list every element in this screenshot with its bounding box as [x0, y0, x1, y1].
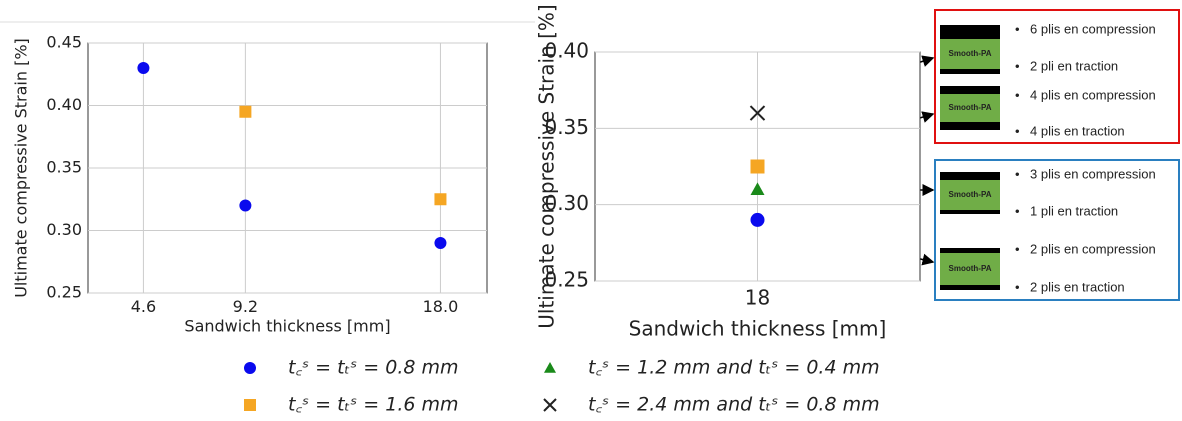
- y-tick-label: 0.30: [46, 220, 82, 239]
- point: [239, 105, 252, 118]
- legend-label: t꜀ˢ = 2.4 mm and tₜˢ = 0.8 mm: [588, 394, 880, 416]
- svg-text:•: •: [1015, 123, 1020, 138]
- x-axis-label: Sandwich thickness [mm]: [629, 317, 887, 341]
- annotation-text: 1 pli en traction: [1030, 203, 1118, 218]
- bullets: • • • • • • • •: [1015, 21, 1020, 294]
- annotation-text: 6 plis en compression: [1030, 21, 1156, 36]
- point: [239, 199, 252, 212]
- svg-text:•: •: [1015, 241, 1020, 256]
- y-tick-label: 0.40: [46, 95, 82, 114]
- annotation-text: 2 pli en traction: [1030, 58, 1118, 73]
- point: [749, 105, 766, 121]
- svg-text:•: •: [1015, 166, 1020, 181]
- point: [137, 62, 150, 74]
- y-axis-label: Ultimate compressive Strain [%]: [535, 4, 559, 328]
- legend-marker: [244, 362, 256, 374]
- legend-label: t꜀ˢ = tₜˢ = 0.8 mm: [288, 357, 459, 379]
- point: [750, 159, 765, 174]
- x-axis-label: Sandwich thickness [mm]: [184, 317, 390, 336]
- layup-diagram: [940, 25, 1000, 290]
- y-tick-label: 0.40: [544, 39, 589, 63]
- y-axis-label: Ultimate compressive Strain [%]: [12, 38, 31, 298]
- svg-text:•: •: [1015, 279, 1020, 294]
- legend-marker: [544, 362, 556, 373]
- y-tick-label: 0.25: [46, 283, 82, 302]
- y-tick-label: 0.35: [46, 158, 82, 177]
- diagram-label: Smooth-PA: [949, 49, 992, 58]
- legend-label: t꜀ˢ = tₜˢ = 1.6 mm: [288, 394, 459, 416]
- svg-text:•: •: [1015, 58, 1020, 73]
- diagram-label: Smooth-PA: [949, 264, 992, 273]
- annotation-box: [934, 159, 1180, 301]
- annotation-box: [934, 9, 1180, 144]
- svg-text:•: •: [1015, 203, 1020, 218]
- legend-marker: [244, 399, 256, 411]
- point: [434, 237, 447, 249]
- x-tick-label: 9.2: [233, 297, 258, 316]
- annotation-text: 2 plis en compression: [1030, 241, 1156, 256]
- svg-text:•: •: [1015, 87, 1020, 102]
- annotation-text: 4 plis en traction: [1030, 123, 1125, 138]
- y-tick-label: 0.30: [544, 191, 589, 215]
- legend-marker: [543, 398, 557, 412]
- y-tick-label: 0.35: [544, 115, 589, 139]
- annotation-text: 2 plis en traction: [1030, 279, 1125, 294]
- y-tick-label: 0.25: [544, 268, 589, 292]
- x-tick-label: 18: [745, 286, 770, 310]
- legend-label: t꜀ˢ = 1.2 mm and tₜˢ = 0.4 mm: [588, 357, 880, 379]
- x-tick-label: 18.0: [423, 297, 459, 316]
- point: [750, 182, 765, 195]
- x-tick-label: 4.6: [131, 297, 156, 316]
- annotation-text: 3 plis en compression: [1030, 166, 1156, 181]
- point: [750, 212, 765, 227]
- svg-text:•: •: [1015, 21, 1020, 36]
- diagram-label: Smooth-PA: [949, 103, 992, 112]
- point: [434, 193, 447, 206]
- diagram-label: Smooth-PA: [949, 190, 992, 199]
- y-tick-label: 0.45: [46, 33, 82, 52]
- annotation-text: 4 plis en compression: [1030, 87, 1156, 102]
